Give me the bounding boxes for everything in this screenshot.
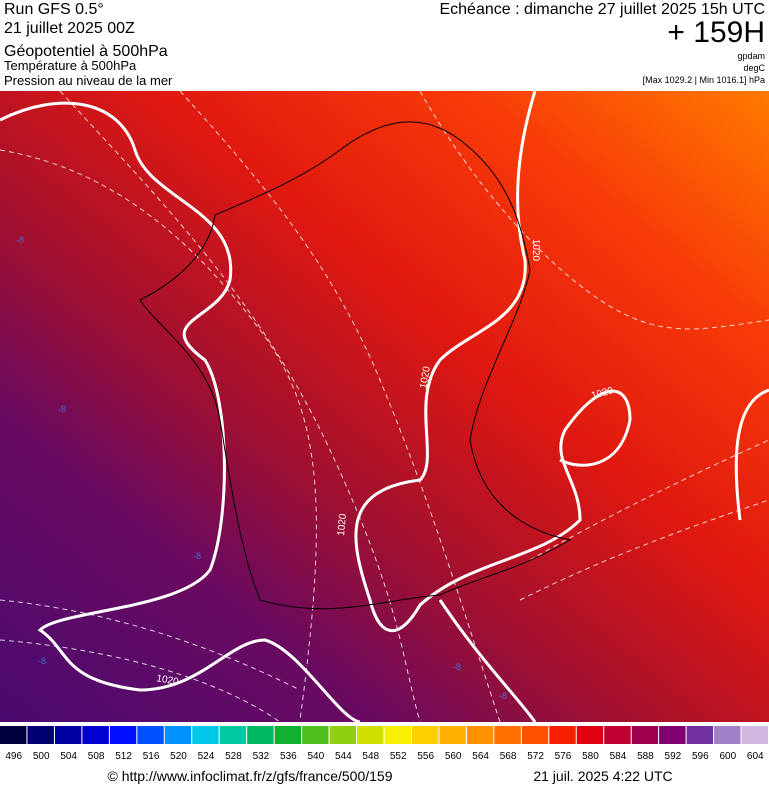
scale-label: 500 bbox=[33, 751, 50, 762]
source-url: © http://www.infoclimat.fr/z/gfs/france/… bbox=[108, 768, 393, 784]
scale-swatch bbox=[686, 726, 714, 744]
temperature-label: -8 bbox=[499, 691, 507, 701]
temperature-label: -8 bbox=[38, 656, 46, 666]
scale-swatch bbox=[329, 726, 357, 744]
scale-label: 516 bbox=[143, 751, 160, 762]
field: Température à 500hPa bbox=[4, 58, 137, 73]
color-scale: 496 500 504 508 512 516 520 524 528 532 536 540 544 5… bbox=[0, 726, 768, 762]
pressure-label: 1020 bbox=[530, 239, 541, 262]
temperature-label: -8 bbox=[453, 662, 461, 672]
scale-label: 512 bbox=[115, 751, 132, 762]
run: Run GFS 0.5° bbox=[4, 1, 104, 18]
scale-swatch bbox=[192, 726, 219, 744]
scale-label: 600 bbox=[719, 751, 736, 762]
scale-label: 508 bbox=[88, 751, 105, 762]
scale-swatch bbox=[219, 726, 247, 744]
scale-label: 596 bbox=[692, 751, 709, 762]
scale-label: 576 bbox=[555, 751, 572, 762]
scale-swatch bbox=[0, 726, 27, 744]
temperature-label: -8 bbox=[16, 235, 24, 245]
scale-label: 560 bbox=[445, 751, 462, 762]
scale-label: 548 bbox=[362, 751, 379, 762]
scale-swatch bbox=[164, 726, 192, 744]
scale-label: 584 bbox=[610, 751, 627, 762]
temperature-label: -8 bbox=[58, 404, 66, 414]
scale-swatch bbox=[357, 726, 384, 744]
scale-label: 528 bbox=[225, 751, 242, 762]
borders bbox=[139, 121, 572, 610]
run-date: 21 juillet 2025 00Z bbox=[4, 20, 135, 37]
scale-swatch bbox=[714, 726, 741, 744]
generated-time: 21 juil. 2025 4:22 UTC bbox=[533, 768, 672, 784]
temperature-labels: -8 -8 -8 -8 -8 -8 bbox=[16, 235, 507, 701]
scale-swatch bbox=[466, 726, 494, 744]
unit: gpdam bbox=[737, 51, 765, 61]
echeance: Echéance : dimanche 27 juillet 2025 15h … bbox=[439, 1, 765, 18]
scale-label: 592 bbox=[665, 751, 682, 762]
scale-swatch bbox=[54, 726, 82, 744]
scale-swatch bbox=[604, 726, 631, 744]
scale-swatch bbox=[631, 726, 659, 744]
scale-label: 580 bbox=[582, 751, 599, 762]
field: Pression au niveau de la mer bbox=[4, 73, 173, 88]
scale-label: 544 bbox=[335, 751, 352, 762]
scale-swatch bbox=[411, 726, 439, 744]
scale-label: 552 bbox=[390, 751, 407, 762]
scale-label: 532 bbox=[253, 751, 270, 762]
scale-label: 556 bbox=[417, 751, 434, 762]
scale-swatch bbox=[494, 726, 521, 744]
scale-swatch bbox=[384, 726, 411, 744]
scale-swatch bbox=[659, 726, 686, 744]
scale-swatch bbox=[274, 726, 302, 744]
scale-swatch bbox=[247, 726, 274, 744]
scale-swatch bbox=[82, 726, 109, 744]
scale-swatch bbox=[27, 726, 54, 744]
scale-label: 504 bbox=[60, 751, 77, 762]
scale-label: 572 bbox=[527, 751, 544, 762]
isotherms bbox=[0, 90, 769, 723]
scale-label: 536 bbox=[280, 751, 297, 762]
scale-swatch bbox=[576, 726, 604, 744]
scale-swatch bbox=[521, 726, 549, 744]
pressure-label: 1020 bbox=[418, 365, 433, 389]
scale-swatch bbox=[741, 726, 768, 744]
scale-label: 540 bbox=[307, 751, 324, 762]
scale-swatch bbox=[137, 726, 164, 744]
temperature-label: -8 bbox=[193, 551, 201, 561]
unit: degC bbox=[743, 63, 765, 73]
pressure-label: 1020 bbox=[336, 513, 349, 537]
scale-label: 564 bbox=[472, 751, 489, 762]
pressure-range: [Max 1029.2 | Min 1016.1] hPa bbox=[643, 75, 765, 85]
scale-swatch bbox=[549, 726, 576, 744]
scale-swatch bbox=[302, 726, 329, 744]
scale-label: 496 bbox=[5, 751, 22, 762]
pressure-label: 1020 bbox=[156, 673, 180, 688]
field: Géopotentiel à 500hPa bbox=[4, 43, 168, 60]
scale-label: 568 bbox=[500, 751, 517, 762]
lead-time: + 159H bbox=[667, 16, 765, 49]
scale-label: 588 bbox=[637, 751, 654, 762]
scale-label: 524 bbox=[198, 751, 215, 762]
scale-label: 604 bbox=[747, 751, 764, 762]
isobars bbox=[0, 90, 769, 724]
scale-swatch bbox=[109, 726, 137, 744]
scale-swatch bbox=[439, 726, 466, 744]
map-field bbox=[0, 91, 769, 722]
scale-label: 520 bbox=[170, 751, 187, 762]
